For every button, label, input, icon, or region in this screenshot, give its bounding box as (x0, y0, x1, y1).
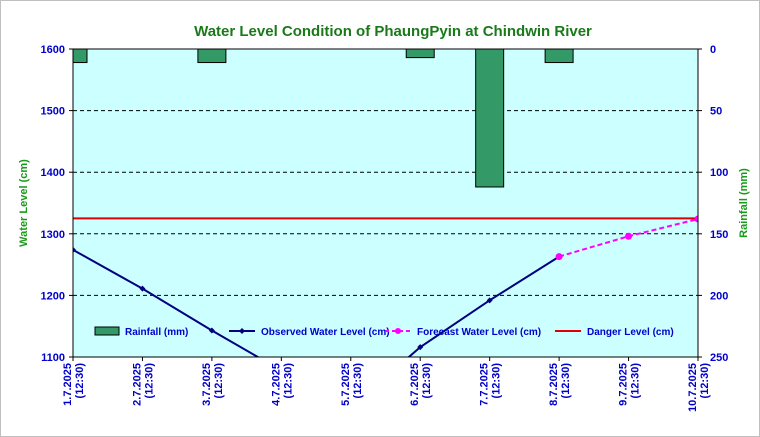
x-tick-date: 1.7.2025 (62, 363, 74, 406)
chart-title: Water Level Condition of PhaungPyin at C… (194, 23, 592, 40)
y-left-tick-label: 1400 (41, 167, 65, 179)
y-left-tick-label: 1600 (41, 44, 65, 56)
y-left-tick-label: 1500 (41, 106, 65, 118)
x-tick-date: 6.7.2025 (409, 363, 421, 406)
legend-marker-forecast (395, 328, 401, 334)
x-tick-time: (12:30) (282, 363, 294, 399)
y-right-tick-label: 250 (710, 352, 728, 364)
x-tick-date: 4.7.2025 (270, 363, 282, 406)
y-right-tick-label: 150 (710, 229, 728, 241)
legend-label: Forecast Water Level (cm) (417, 327, 541, 338)
legend-swatch-rainfall (94, 326, 120, 336)
y-axis-left-label: Water Level (cm) (18, 159, 30, 247)
y-right-tick-label: 100 (710, 167, 728, 179)
x-tick-date: 3.7.2025 (201, 363, 213, 406)
x-tick-label: 9.7.2025(12:30) (618, 363, 642, 406)
rainfall-bar (405, 48, 435, 59)
x-tick-time: (12:30) (630, 363, 642, 399)
forecast-point (694, 215, 698, 223)
x-tick-time: (12:30) (213, 363, 225, 399)
x-tick-time: (12:30) (74, 363, 86, 399)
x-tick-date: 10.7.2025 (687, 363, 699, 412)
x-tick-time: (12:30) (491, 363, 503, 399)
x-tick-label: 1.7.2025(12:30) (62, 363, 86, 406)
legend: Rainfall (mm) Observed Water Level (cm) Fo… (94, 326, 674, 338)
legend-label: Danger Level (cm) (587, 327, 674, 338)
y-axis-right-label: Rainfall (mm) (738, 168, 750, 238)
x-tick-date: 9.7.2025 (618, 363, 630, 406)
x-tick-label: 8.7.2025(12:30) (548, 363, 572, 406)
rainfall-bar (197, 48, 227, 64)
x-tick-label: 4.7.2025(12:30) (270, 363, 294, 406)
forecast-point (625, 232, 633, 240)
x-tick-label: 3.7.2025(12:30) (201, 363, 225, 406)
x-tick-time: (12:30) (699, 363, 711, 399)
x-tick-date: 7.7.2025 (479, 363, 491, 406)
plot-area (73, 49, 698, 357)
y-right-tick-label: 0 (710, 44, 716, 56)
observed-water-level-line (73, 248, 560, 357)
line-series (73, 215, 698, 357)
x-tick-label: 6.7.2025(12:30) (409, 363, 433, 406)
legend-marker-observed (239, 328, 245, 334)
y-right-tick-label: 50 (710, 106, 722, 118)
rainfall-bar (475, 48, 505, 188)
x-tick-time: (12:30) (560, 363, 572, 399)
x-tick-date: 5.7.2025 (340, 363, 352, 406)
forecast-point (555, 253, 563, 261)
x-tick-label: 10.7.2025(12:30) (687, 363, 711, 412)
rainfall-bars (72, 48, 574, 188)
x-tick-date: 8.7.2025 (548, 363, 560, 406)
x-tick-date: 2.7.2025 (131, 363, 143, 406)
x-tick-label: 7.7.2025(12:30) (479, 363, 503, 406)
observed-point (139, 285, 146, 292)
y-right-tick-label: 200 (710, 290, 728, 302)
observed-point (73, 246, 76, 253)
legend-label: Rainfall (mm) (125, 327, 188, 338)
x-tick-time: (12:30) (352, 363, 364, 399)
rainfall-bar (72, 48, 88, 64)
rainfall-bar (544, 48, 574, 64)
x-tick-label: 5.7.2025(12:30) (340, 363, 364, 406)
y-left-tick-label: 1100 (41, 352, 65, 364)
plot-border (72, 48, 699, 358)
x-tick-label: 2.7.2025(12:30) (131, 363, 155, 406)
y-left-tick-label: 1300 (41, 229, 65, 241)
x-tick-time: (12:30) (143, 363, 155, 399)
observed-point (486, 297, 493, 304)
legend-label: Observed Water Level (cm) (261, 327, 390, 338)
observed-point (208, 327, 215, 334)
observed-point (417, 344, 424, 351)
y-left-tick-label: 1200 (41, 290, 65, 302)
x-tick-time: (12:30) (421, 363, 433, 399)
